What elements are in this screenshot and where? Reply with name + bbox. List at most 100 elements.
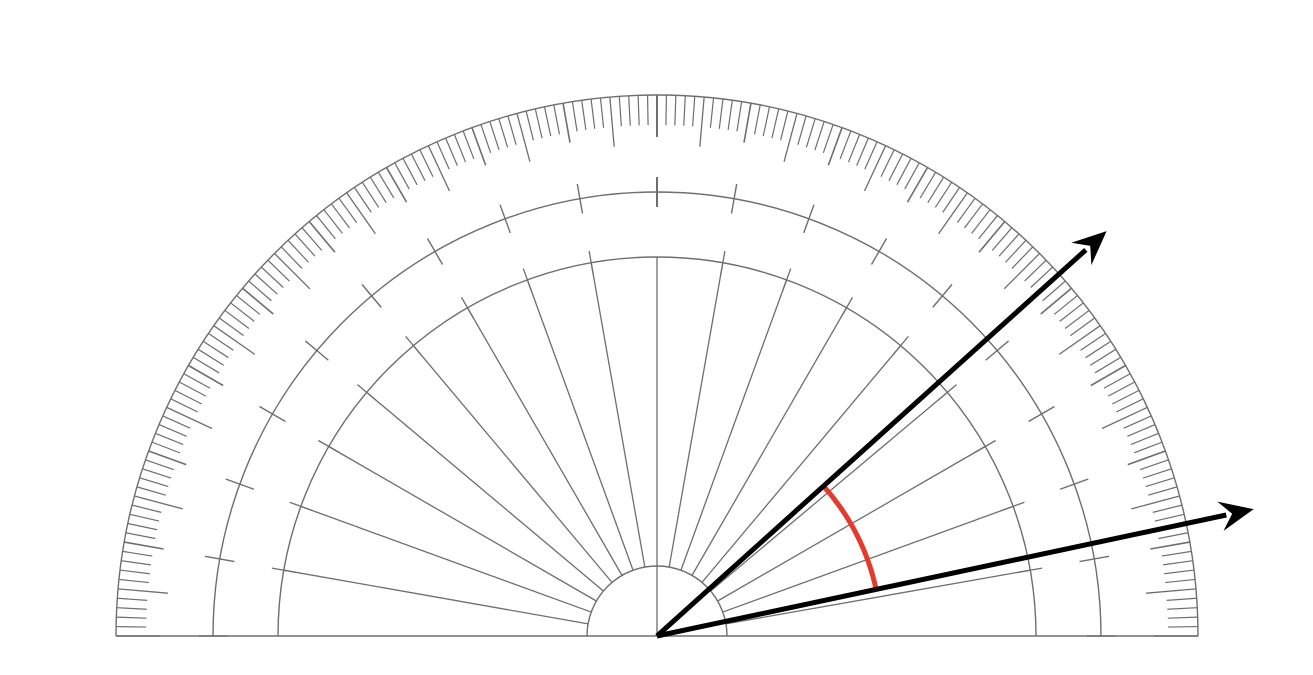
middle-ring-tick bbox=[932, 283, 953, 308]
degree-tick bbox=[1112, 389, 1140, 405]
degree-tick bbox=[906, 167, 929, 203]
degree-tick bbox=[904, 162, 920, 190]
inner-ring-tick bbox=[937, 384, 957, 401]
degree-tick bbox=[1145, 477, 1175, 488]
degree-tick bbox=[978, 221, 1006, 253]
degree-tick bbox=[427, 145, 451, 192]
degree-tick bbox=[1064, 309, 1090, 329]
degree-tick bbox=[267, 259, 290, 282]
degree-tick bbox=[1133, 441, 1163, 454]
degree-tick bbox=[1090, 364, 1126, 387]
inner-ring-tick bbox=[839, 297, 854, 319]
inner-ring-tick bbox=[289, 501, 313, 512]
degree-tick bbox=[116, 625, 147, 628]
degree-tick bbox=[273, 252, 311, 290]
degree-tick bbox=[727, 100, 733, 131]
degree-tick bbox=[1146, 588, 1196, 594]
middle-ring-tick bbox=[1059, 478, 1089, 490]
degree-tick bbox=[301, 227, 323, 251]
degree-tick bbox=[543, 106, 552, 137]
degree-tick bbox=[762, 106, 771, 137]
degree-tick bbox=[183, 373, 211, 389]
angle-arc bbox=[821, 484, 879, 590]
spoke-line bbox=[412, 345, 613, 583]
spoke-line bbox=[668, 262, 724, 568]
degree-tick bbox=[498, 118, 509, 148]
degree-tick bbox=[394, 162, 410, 190]
degree-tick bbox=[1150, 541, 1190, 550]
degree-tick bbox=[839, 130, 852, 160]
degree-tick bbox=[665, 95, 668, 126]
degree-tick bbox=[880, 149, 895, 177]
spoke-line bbox=[691, 307, 848, 576]
degree-tick bbox=[1165, 578, 1196, 584]
degree-tick bbox=[1005, 239, 1027, 263]
degree-tick bbox=[419, 149, 434, 177]
rays bbox=[655, 231, 1254, 639]
middle-ring-tick bbox=[499, 204, 511, 234]
degree-tick bbox=[127, 522, 158, 531]
degree-tick bbox=[323, 209, 343, 234]
degree-tick bbox=[1142, 468, 1172, 479]
degree-tick bbox=[254, 273, 278, 295]
degree-tick bbox=[646, 95, 649, 126]
degree-tick bbox=[919, 171, 937, 199]
degree-tick bbox=[896, 158, 912, 186]
inner-ring-tick bbox=[318, 439, 340, 454]
degree-tick bbox=[847, 134, 861, 163]
degree-tick bbox=[116, 607, 147, 610]
degree-tick bbox=[581, 100, 587, 131]
inner-ring-tick bbox=[974, 439, 996, 454]
degree-tick bbox=[618, 96, 622, 127]
degree-tick bbox=[119, 569, 150, 575]
degree-tick bbox=[978, 215, 998, 240]
degree-tick bbox=[797, 115, 807, 145]
degree-tick bbox=[718, 98, 724, 129]
inner-ring-tick bbox=[271, 567, 296, 573]
degree-tick bbox=[131, 504, 162, 513]
degree-tick bbox=[436, 141, 450, 170]
degree-tick bbox=[864, 141, 878, 170]
degree-tick bbox=[814, 121, 825, 151]
degree-tick bbox=[571, 101, 578, 132]
degree-tick bbox=[162, 415, 191, 429]
degree-tick bbox=[1164, 569, 1195, 575]
degree-tick bbox=[139, 477, 169, 488]
degree-tick bbox=[507, 115, 517, 145]
degree-tick bbox=[116, 616, 147, 619]
degree-tick bbox=[934, 181, 953, 208]
degree-tick bbox=[1040, 287, 1072, 315]
degree-tick bbox=[525, 110, 534, 141]
degree-tick bbox=[1090, 348, 1117, 366]
spoke-line bbox=[725, 569, 1031, 625]
middle-ring-tick bbox=[225, 478, 255, 490]
degree-tick bbox=[971, 209, 991, 234]
middle-ring-tick bbox=[803, 204, 815, 234]
degree-tick bbox=[1139, 459, 1169, 471]
degree-tick bbox=[489, 121, 500, 151]
degree-tick bbox=[590, 98, 596, 129]
degree-tick bbox=[192, 356, 220, 374]
degree-tick bbox=[1101, 406, 1148, 430]
degree-tick bbox=[771, 108, 780, 139]
degree-tick bbox=[308, 221, 336, 253]
middle-ring-tick bbox=[426, 238, 444, 265]
degree-tick bbox=[1130, 432, 1159, 446]
degree-tick bbox=[155, 432, 184, 446]
degree-tick bbox=[1085, 340, 1112, 359]
inner-ring-tick bbox=[405, 336, 422, 356]
degree-tick bbox=[462, 130, 475, 160]
degree-tick bbox=[609, 97, 615, 147]
inner-ring-tick bbox=[522, 268, 533, 292]
lower-ray bbox=[656, 512, 1227, 639]
degree-tick bbox=[1152, 504, 1183, 513]
degree-tick bbox=[121, 560, 152, 566]
degree-tick bbox=[213, 325, 256, 355]
inner-ring-tick bbox=[892, 336, 909, 356]
degree-tick bbox=[1167, 625, 1198, 628]
degree-tick bbox=[1011, 246, 1034, 269]
degree-tick bbox=[369, 176, 387, 203]
upper-ray bbox=[655, 248, 1088, 638]
degree-tick bbox=[780, 110, 789, 141]
